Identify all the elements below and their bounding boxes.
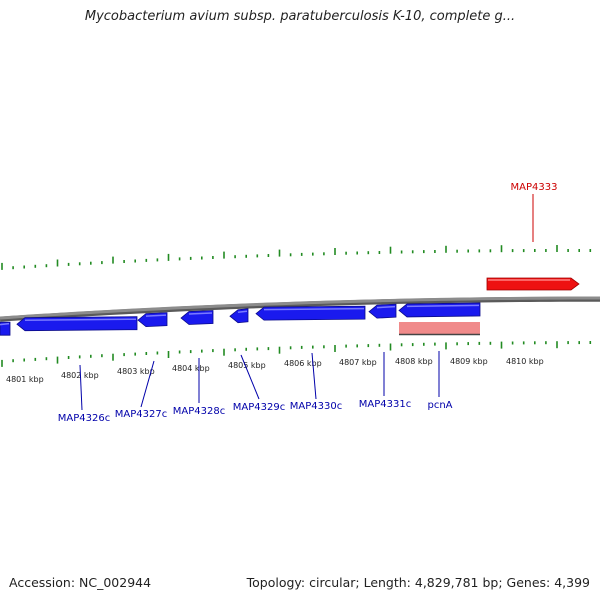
gene-label-leader (311, 352, 317, 400)
gene-label-leader (240, 354, 260, 400)
accession-text: Accession: NC_002944 (9, 575, 152, 590)
gene-label-map4330c[interactable]: MAP4330c (290, 401, 342, 412)
gene-arrow-highlight (263, 307, 365, 311)
map-title: Mycobacterium avium subsp. paratuberculo… (84, 9, 516, 24)
gene-arrow-highlight (237, 310, 248, 313)
gene-arrow-highlight (24, 318, 137, 321)
kbp-label: 4808 kbp (395, 357, 433, 366)
forward-strand-genes (486, 277, 580, 291)
kbp-label: 4805 kbp (228, 361, 266, 370)
kbp-label: 4807 kbp (339, 358, 377, 367)
kbp-label: 4804 kbp (172, 364, 210, 373)
kbp-label: 4809 kbp (450, 357, 488, 366)
gene-label-map4333[interactable]: MAP4333 (511, 182, 558, 193)
kbp-label: 4810 kbp (506, 357, 544, 366)
gene-arrow-highlight (406, 304, 480, 308)
gene-label-pcna[interactable]: pcnA (427, 400, 452, 411)
rna-feature-box[interactable] (399, 322, 480, 334)
genome-backbone (0, 296, 600, 320)
kbp-label: 4801 kbp (6, 375, 44, 384)
reverse-gene-arrow[interactable] (0, 321, 11, 336)
topology-summary: Topology: circular; Length: 4,829,781 bp… (246, 575, 590, 590)
kbp-scale-labels: 4801 kbp 4802 kbp 4803 kbp 4804 kbp 4805… (6, 357, 544, 384)
kbp-label: 4803 kbp (117, 367, 155, 376)
reverse-strand-genes (0, 302, 481, 336)
gene-labels: MAP4333 MAP4326c MAP4327c MAP4328c MAP43… (58, 182, 558, 424)
forward-gene-arrow[interactable] (486, 277, 580, 291)
gene-label-map4326c[interactable]: MAP4326c (58, 413, 110, 424)
gene-arrow-highlight (0, 322, 10, 326)
gene-arrow-highlight (376, 305, 396, 309)
gene-label-map4328c[interactable]: MAP4328c (173, 406, 225, 417)
gene-label-leader (79, 364, 83, 411)
gene-label-map4329c[interactable]: MAP4329c (233, 402, 285, 413)
gene-arrow-highlight (188, 312, 213, 315)
kbp-label: 4802 kbp (61, 371, 99, 380)
gene-label-map4331c[interactable]: MAP4331c (359, 399, 411, 410)
rna-track (399, 322, 480, 336)
gene-label-leader (140, 360, 155, 408)
outer-tick-track (1, 245, 592, 270)
inner-tick-track (1, 341, 592, 367)
gene-arrow-highlight (145, 314, 167, 317)
kbp-label: 4806 kbp (284, 359, 322, 368)
gene-label-map4327c[interactable]: MAP4327c (115, 409, 167, 420)
